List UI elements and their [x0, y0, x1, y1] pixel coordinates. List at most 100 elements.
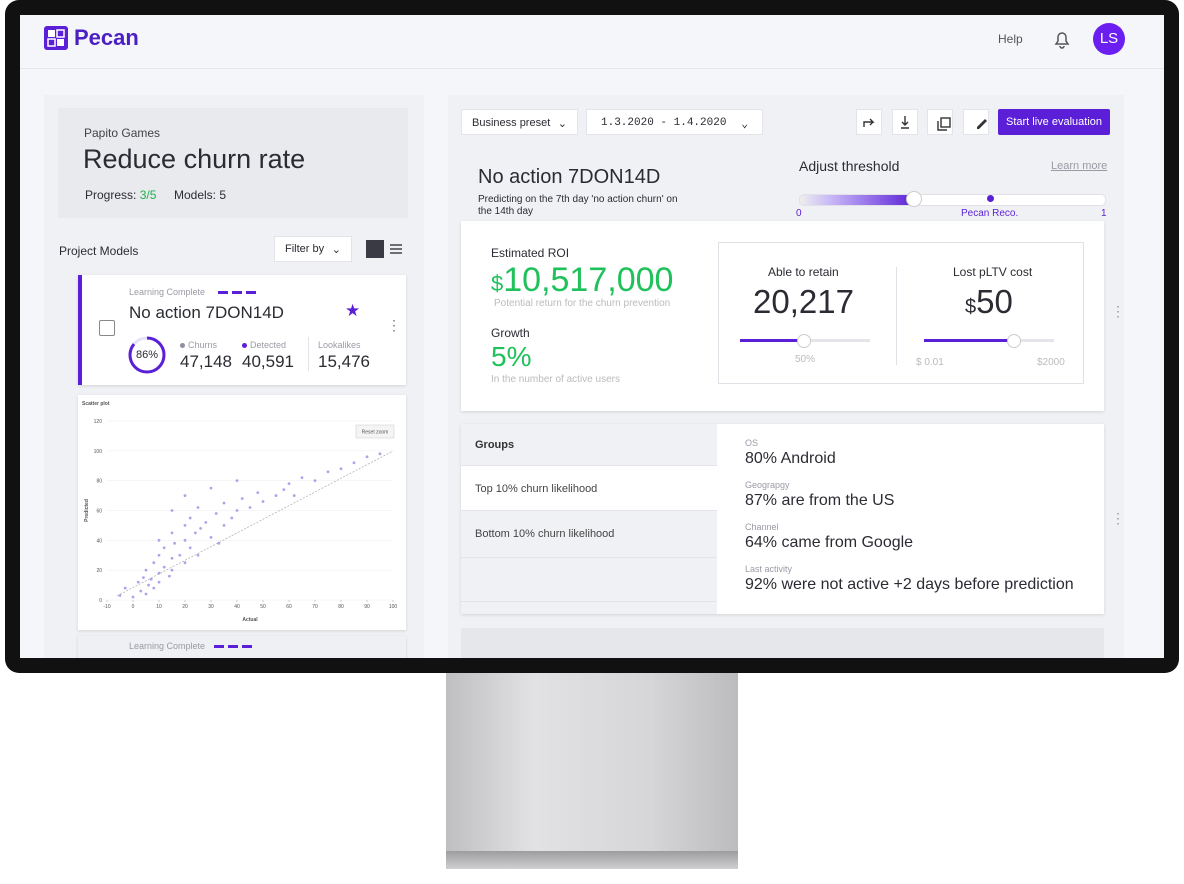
insight-label: Channel	[745, 522, 779, 532]
preset-dropdown[interactable]: Business preset ⌄	[461, 109, 578, 135]
x-tick-label: 10	[156, 604, 162, 610]
roi-value: 10,517,000	[503, 261, 674, 299]
point	[183, 494, 187, 497]
retain-thumb[interactable]	[797, 334, 811, 348]
threshold-max: 1	[1101, 208, 1107, 219]
point	[173, 541, 176, 545]
retain-slider-label: 50%	[795, 354, 816, 365]
point	[230, 516, 234, 520]
progress-label: Progress:	[85, 188, 137, 202]
y-tick-label: 120	[94, 419, 103, 425]
model-card-2[interactable]: Learning Complete	[78, 636, 406, 658]
point	[313, 479, 317, 483]
progress: Progress: 3/5	[85, 188, 156, 202]
brand[interactable]: Pecan	[74, 25, 139, 50]
top-bar: Pecan Help LS	[20, 15, 1164, 69]
roi-label: Estimated ROI	[491, 246, 570, 260]
checkbox[interactable]	[99, 320, 115, 336]
point	[256, 491, 260, 494]
y-tick-label: 20	[96, 568, 102, 574]
kebab[interactable]: ⋮	[1111, 510, 1125, 526]
reset-button[interactable]	[355, 424, 395, 439]
point	[292, 494, 296, 497]
x-axis-label: Actual	[242, 617, 258, 623]
cost-slider[interactable]	[924, 339, 1054, 342]
x-tick-label: 100	[389, 604, 398, 610]
learn-more[interactable]: Learn more	[1051, 160, 1108, 172]
impact-box: Able to retain 20,217 50% Lost pLTV cost…	[718, 242, 1084, 384]
point	[183, 561, 187, 565]
groups-title: Groups	[475, 439, 515, 451]
model-title: No action 7DON14D	[478, 166, 661, 188]
stat-label: Detected	[250, 340, 287, 350]
point	[248, 506, 252, 509]
progress-value: 3/5	[139, 188, 157, 202]
point	[240, 497, 244, 500]
point	[162, 565, 166, 569]
project-card: Papito Games Reduce churn rate Progress:…	[58, 108, 408, 218]
x-tick-label: 90	[364, 604, 370, 610]
star[interactable]: ★	[345, 301, 361, 320]
plot-title: Scatter plot	[82, 401, 110, 407]
growth-label: Growth	[491, 326, 530, 340]
reset-label: Reset zoom	[362, 430, 389, 436]
point	[136, 580, 140, 584]
x-tick-label: 80	[338, 604, 344, 610]
stat-label: Churns	[188, 340, 218, 350]
point	[170, 509, 174, 512]
insight-value: 64% came from Google	[745, 534, 914, 551]
point	[209, 486, 213, 490]
status: Learning Complete	[129, 287, 206, 297]
point	[144, 592, 148, 596]
monitor-stand	[446, 673, 738, 851]
model-description: Predicting on the 7th day 'no action chu…	[478, 194, 678, 217]
kebab[interactable]: ⋮	[387, 317, 401, 333]
point	[183, 538, 187, 542]
roi-amount: $10,517,000	[491, 261, 673, 300]
download-button[interactable]	[892, 109, 918, 135]
ring-label: 86%	[135, 349, 159, 361]
filter-dropdown[interactable]: Filter by ⌄	[274, 236, 352, 262]
point	[204, 521, 208, 524]
point	[144, 568, 148, 572]
threshold-min: 0	[796, 208, 802, 219]
point	[326, 470, 330, 474]
monitor-foot	[446, 851, 738, 869]
date-dropdown[interactable]: 1.3.2020 - 1.4.2020 ⌄	[586, 109, 763, 135]
point	[199, 527, 202, 530]
avatar[interactable]: LS	[1093, 23, 1125, 55]
groups-card: Groups Top 10% churn likelihood Bottom 1…	[461, 424, 1104, 614]
grid-view-button[interactable]	[366, 240, 384, 258]
section-title: Project Models	[59, 244, 139, 258]
roi-caption: Potential return for the churn preventio…	[494, 298, 671, 309]
group-name: Bottom 10% churn likelihood	[475, 528, 615, 540]
cost-thumb[interactable]	[1007, 334, 1021, 348]
threshold-thumb[interactable]	[906, 191, 922, 207]
kebab[interactable]: ⋮	[1111, 303, 1125, 319]
model-card[interactable]: Learning Complete No action 7DON14D ★ ⋮ …	[78, 275, 406, 385]
group-row-selected[interactable]: Top 10% churn likelihood	[461, 465, 717, 511]
threshold-title: Adjust threshold	[799, 158, 900, 174]
x-tick-label: -10	[103, 604, 110, 610]
help-link[interactable]: Help	[998, 32, 1023, 46]
point	[123, 586, 127, 590]
bell-icon[interactable]	[1053, 29, 1071, 49]
x-tick-label: 50	[260, 604, 266, 610]
group-row[interactable]: Bottom 10% churn likelihood	[461, 510, 717, 558]
status-dashes	[214, 645, 252, 648]
point	[194, 531, 197, 535]
list-view-button[interactable]	[390, 243, 402, 255]
cta-button[interactable]: Start live evaluation	[998, 109, 1110, 135]
stat-dot	[180, 343, 185, 348]
reco-dot	[987, 195, 994, 202]
threshold-slider[interactable]	[799, 194, 1106, 206]
toolbar-icons	[863, 116, 987, 131]
point	[274, 494, 278, 497]
point	[209, 535, 213, 539]
point	[157, 538, 161, 542]
share-button[interactable]	[856, 109, 882, 135]
point	[300, 476, 304, 480]
point	[162, 546, 166, 550]
point	[152, 561, 156, 565]
